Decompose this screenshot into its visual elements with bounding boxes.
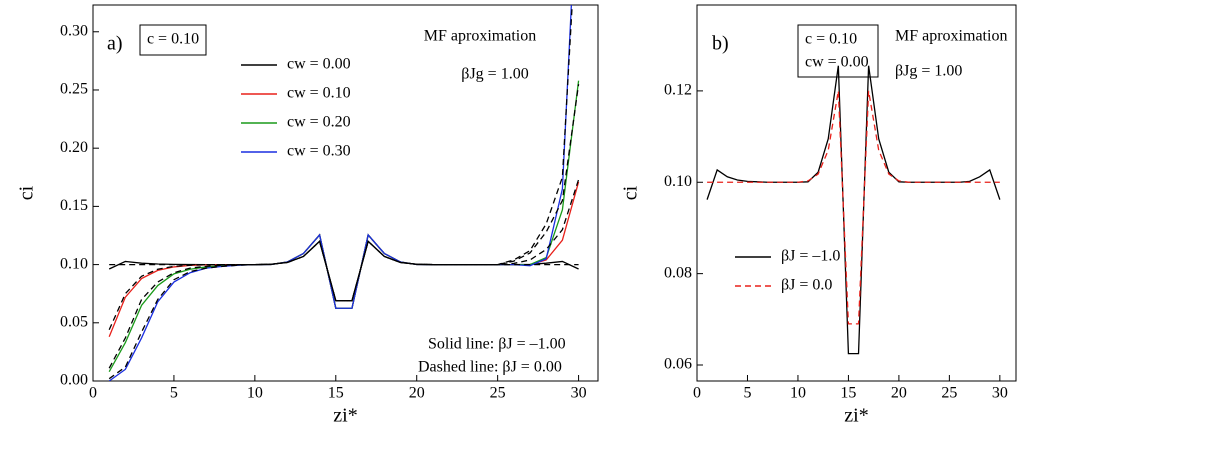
y-tick-label: 0.15 bbox=[60, 197, 88, 214]
annotation: βJg = 1.00 bbox=[461, 66, 528, 83]
y-axis-label: ci bbox=[620, 185, 642, 200]
y-tick-label: 0.08 bbox=[664, 264, 692, 281]
legend-label: cw = 0.30 bbox=[287, 143, 351, 160]
y-axis-label: ci bbox=[16, 185, 38, 200]
x-tick-label: 20 bbox=[891, 385, 907, 402]
annotation: cw = 0.00 bbox=[805, 54, 869, 71]
annotation: c = 0.10 bbox=[147, 31, 199, 48]
annotation: Dashed line: βJ = 0.00 bbox=[418, 359, 562, 376]
annotation: Solid line: βJ = –1.00 bbox=[428, 336, 566, 353]
legend-label: cw = 0.20 bbox=[287, 114, 351, 131]
x-tick-label: 15 bbox=[328, 385, 344, 402]
x-tick-label: 15 bbox=[840, 385, 856, 402]
x-tick-label: 5 bbox=[170, 385, 178, 402]
y-tick-label: 0.00 bbox=[60, 372, 88, 389]
y-tick-label: 0.05 bbox=[60, 313, 88, 330]
x-tick-label: 0 bbox=[693, 385, 701, 402]
data-line bbox=[108, 179, 580, 331]
y-tick-label: 0.25 bbox=[60, 81, 88, 98]
panel-label: a) bbox=[107, 33, 123, 55]
annotation: c = 0.10 bbox=[805, 31, 857, 48]
x-tick-label: 30 bbox=[992, 385, 1008, 402]
legend-label: cw = 0.00 bbox=[287, 56, 351, 73]
y-tick-label: 0.12 bbox=[664, 82, 692, 99]
plot-frame bbox=[696, 4, 1017, 382]
annotation: MF aproximation bbox=[424, 28, 536, 45]
x-tick-label: 10 bbox=[790, 385, 806, 402]
annotation: MF aproximation bbox=[895, 28, 1007, 45]
x-tick-label: 0 bbox=[89, 385, 97, 402]
x-tick-label: 30 bbox=[571, 385, 587, 402]
annotation-box bbox=[139, 24, 207, 56]
x-axis-label: zi* bbox=[844, 405, 868, 427]
data-line bbox=[108, 181, 580, 338]
x-tick-label: 10 bbox=[247, 385, 263, 402]
legend-label: βJ = 0.0 bbox=[781, 277, 832, 294]
legend-label: cw = 0.10 bbox=[287, 85, 351, 102]
panel-label: b) bbox=[712, 33, 729, 55]
y-tick-label: 0.20 bbox=[60, 139, 88, 156]
y-tick-label: 0.06 bbox=[664, 356, 692, 373]
data-line bbox=[707, 90, 1000, 325]
plot-frame bbox=[92, 4, 599, 382]
y-tick-label: 0.10 bbox=[60, 255, 88, 272]
x-tick-label: 25 bbox=[490, 385, 506, 402]
annotation: βJg = 1.00 bbox=[895, 63, 962, 80]
x-tick-label: 20 bbox=[409, 385, 425, 402]
x-tick-label: 5 bbox=[743, 385, 751, 402]
y-tick-label: 0.30 bbox=[60, 22, 88, 39]
x-tick-label: 25 bbox=[941, 385, 957, 402]
data-line bbox=[108, 5, 573, 380]
legend-label: βJ = –1.0 bbox=[781, 248, 840, 265]
data-line bbox=[706, 65, 1001, 355]
x-axis-label: zi* bbox=[333, 405, 357, 427]
y-tick-label: 0.10 bbox=[664, 173, 692, 190]
annotation-box bbox=[797, 24, 879, 78]
